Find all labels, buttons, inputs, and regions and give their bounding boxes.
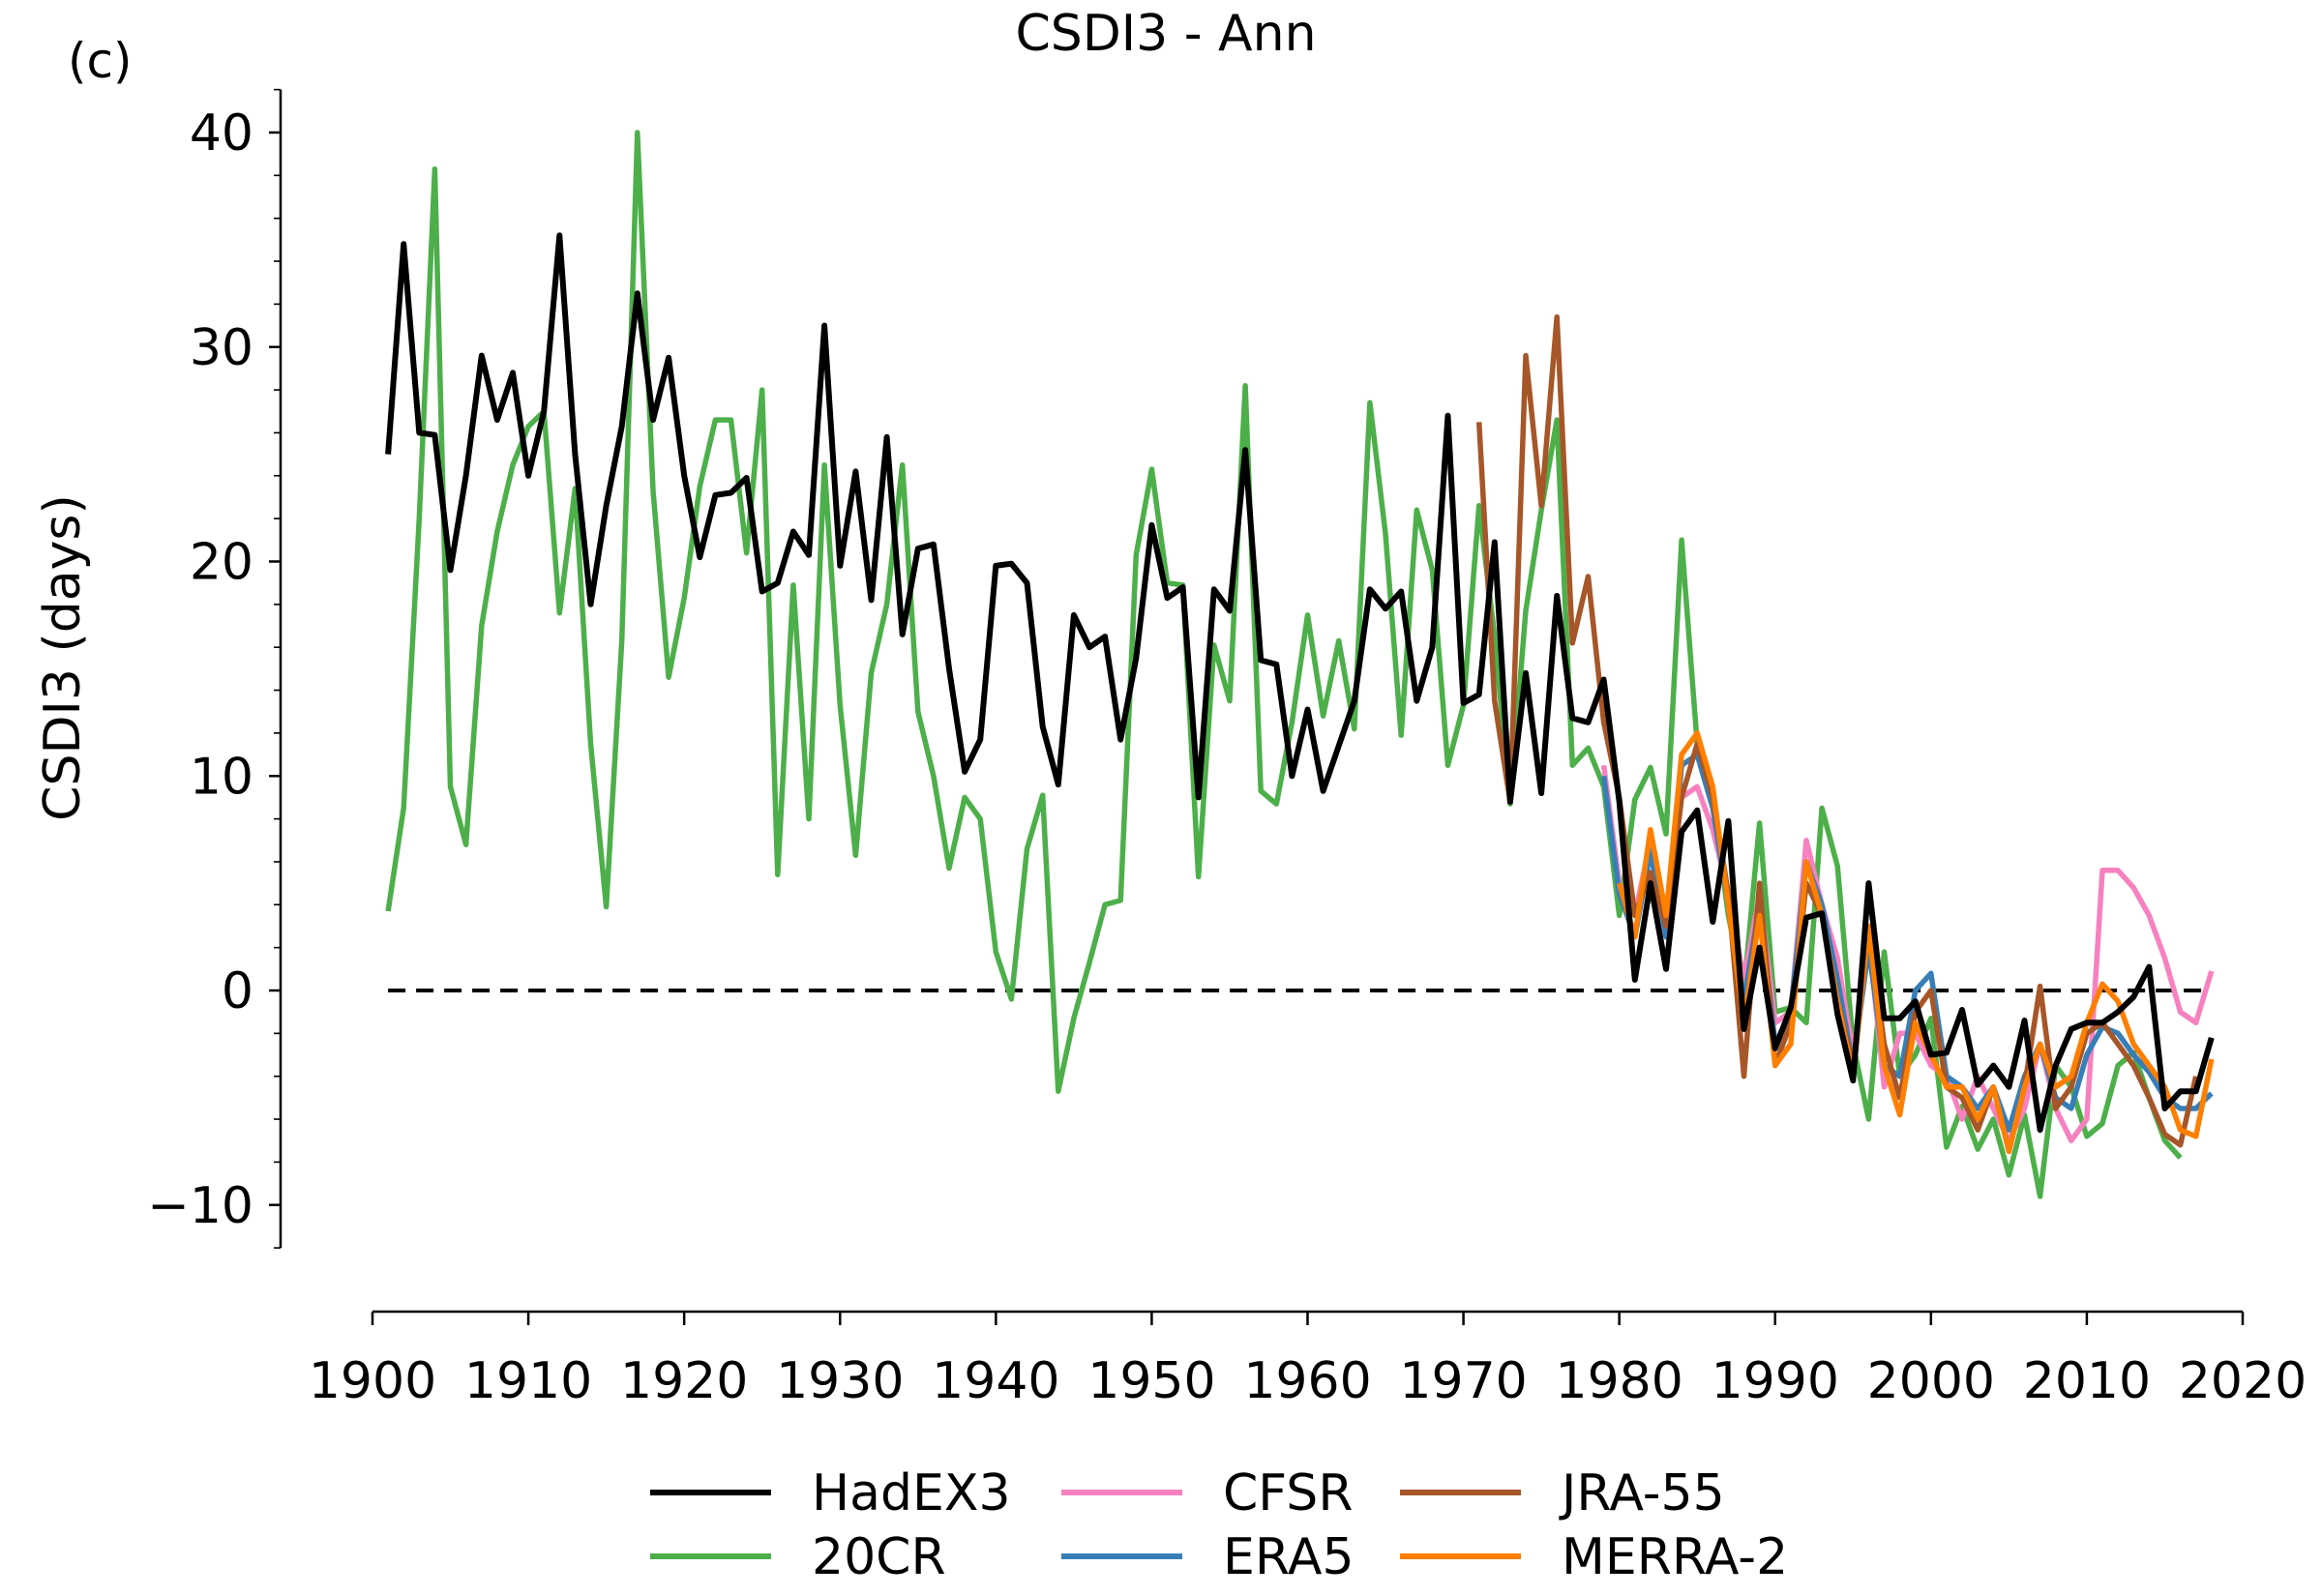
- series-line-hadex3: [385, 232, 2215, 1134]
- y-tick-label: −10: [147, 1177, 253, 1235]
- y-tick-label: 0: [222, 962, 253, 1020]
- legend-label-merra-2: MERRA-2: [1562, 1528, 1788, 1586]
- legend-label-hadex3: HadEX3: [812, 1464, 1011, 1522]
- legend-label-cfsr: CFSR: [1223, 1464, 1353, 1522]
- legend-label-era5: ERA5: [1223, 1528, 1354, 1586]
- y-tick-label: 40: [190, 104, 253, 163]
- panel-label: (c): [68, 33, 133, 89]
- x-tick-label: 1900: [309, 1352, 436, 1410]
- x-tick-label: 1970: [1399, 1352, 1527, 1410]
- x-axis: 1900 1910 1920 1930 1940 1950 1960 1970 1980 1990…: [309, 1310, 2307, 1410]
- x-tick-label: 2000: [1867, 1352, 1995, 1410]
- x-tick-label: 1910: [464, 1352, 592, 1410]
- x-tick-label: 1980: [1555, 1352, 1682, 1410]
- series-line-merra-2: [1617, 730, 2215, 1155]
- y-axis-label: CSDI3 (days): [34, 494, 92, 821]
- legend: HadEX3 20CR CFSR ERA5 JRA-55 MERRA-2: [650, 1464, 1788, 1586]
- legend-label-20cr: 20CR: [812, 1528, 946, 1586]
- x-tick-label: 1920: [620, 1352, 748, 1410]
- y-tick-label: 20: [190, 534, 253, 592]
- plot-area: [385, 130, 2215, 1199]
- y-axis: −10 0 10 20 30 40: [147, 88, 283, 1249]
- x-tick-label: 1960: [1243, 1352, 1371, 1410]
- x-tick-label: 1940: [932, 1352, 1059, 1410]
- chart-title: CSDI3 - Ann: [1015, 5, 1316, 63]
- legend-label-jra-55: JRA-55: [1559, 1464, 1725, 1522]
- x-tick-label: 1950: [1087, 1352, 1215, 1410]
- x-tick-label: 1930: [776, 1352, 904, 1410]
- x-tick-label: 2010: [2023, 1352, 2151, 1410]
- y-tick-label: 10: [190, 748, 253, 806]
- y-tick-label: 30: [190, 319, 253, 377]
- x-tick-label: 2020: [2179, 1352, 2307, 1410]
- x-tick-label: 1990: [1712, 1352, 1839, 1410]
